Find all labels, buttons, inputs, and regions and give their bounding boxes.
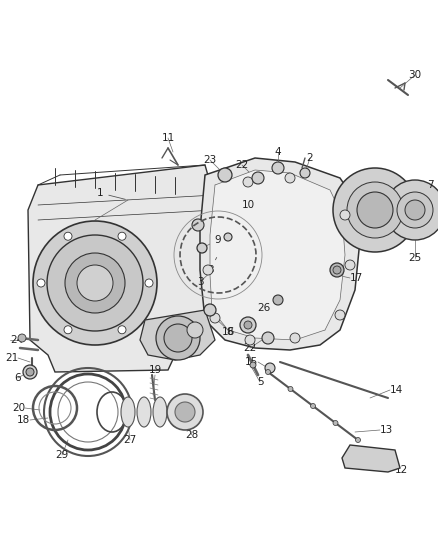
Circle shape (18, 334, 26, 342)
Text: 3: 3 (207, 257, 217, 275)
Circle shape (240, 317, 256, 333)
Circle shape (357, 192, 393, 228)
Circle shape (333, 168, 417, 252)
Circle shape (330, 263, 344, 277)
Circle shape (197, 243, 207, 253)
Text: 18: 18 (17, 415, 30, 425)
Circle shape (250, 362, 256, 368)
Text: 19: 19 (148, 365, 162, 375)
Text: 3: 3 (197, 277, 203, 287)
Circle shape (290, 333, 300, 343)
Circle shape (47, 235, 143, 331)
Text: 8: 8 (227, 327, 233, 337)
Text: 20: 20 (12, 403, 25, 413)
Text: 29: 29 (55, 450, 69, 460)
Circle shape (285, 173, 295, 183)
Circle shape (300, 168, 310, 178)
Circle shape (167, 394, 203, 430)
Circle shape (204, 304, 216, 316)
Ellipse shape (153, 397, 167, 427)
Circle shape (156, 316, 200, 360)
Circle shape (192, 219, 204, 231)
Circle shape (385, 180, 438, 240)
Text: 6: 6 (15, 373, 21, 383)
Text: 10: 10 (241, 200, 254, 210)
Text: 26: 26 (257, 303, 270, 313)
Text: 12: 12 (395, 465, 408, 475)
Circle shape (311, 403, 315, 408)
Circle shape (252, 172, 264, 184)
Circle shape (265, 369, 271, 375)
Circle shape (118, 232, 126, 240)
Text: 1: 1 (97, 188, 125, 199)
Ellipse shape (185, 397, 199, 427)
Circle shape (64, 232, 72, 240)
Polygon shape (342, 445, 400, 472)
Text: 27: 27 (124, 435, 137, 445)
Circle shape (397, 192, 433, 228)
Text: 21: 21 (5, 353, 18, 363)
Text: 5: 5 (257, 377, 263, 387)
Circle shape (65, 253, 125, 313)
Circle shape (187, 322, 203, 338)
Circle shape (64, 326, 72, 334)
Circle shape (335, 310, 345, 320)
Text: 4: 4 (275, 147, 281, 157)
Polygon shape (140, 310, 215, 360)
Circle shape (405, 200, 425, 220)
Text: 11: 11 (161, 133, 175, 143)
Circle shape (210, 313, 220, 323)
Circle shape (224, 233, 232, 241)
Circle shape (145, 279, 153, 287)
Circle shape (244, 321, 252, 329)
Text: 15: 15 (245, 357, 258, 367)
Text: 14: 14 (390, 385, 403, 395)
Circle shape (265, 363, 275, 373)
Text: 17: 17 (350, 273, 363, 283)
Polygon shape (200, 158, 360, 350)
Circle shape (347, 182, 403, 238)
Text: 23: 23 (203, 155, 217, 165)
Circle shape (262, 332, 274, 344)
Circle shape (37, 279, 45, 287)
Circle shape (288, 386, 293, 392)
Circle shape (118, 326, 126, 334)
Circle shape (272, 162, 284, 174)
Circle shape (175, 402, 195, 422)
Text: 13: 13 (380, 425, 393, 435)
Circle shape (203, 265, 213, 275)
Text: 25: 25 (408, 253, 422, 263)
Circle shape (218, 168, 232, 182)
Circle shape (26, 368, 34, 376)
Circle shape (340, 210, 350, 220)
Circle shape (273, 295, 283, 305)
Circle shape (356, 438, 360, 442)
Circle shape (333, 266, 341, 274)
Circle shape (243, 177, 253, 187)
Text: 16: 16 (222, 327, 235, 337)
Text: 28: 28 (185, 430, 198, 440)
Polygon shape (210, 170, 345, 340)
Text: 7: 7 (427, 180, 433, 190)
Text: 24: 24 (10, 335, 23, 345)
Circle shape (345, 260, 355, 270)
Circle shape (333, 421, 338, 425)
Ellipse shape (121, 397, 135, 427)
Circle shape (33, 221, 157, 345)
Circle shape (77, 265, 113, 301)
Circle shape (164, 324, 192, 352)
Text: 22: 22 (235, 160, 249, 170)
Text: 30: 30 (409, 70, 421, 80)
Circle shape (23, 365, 37, 379)
Polygon shape (28, 165, 218, 372)
Ellipse shape (169, 397, 183, 427)
Ellipse shape (137, 397, 151, 427)
Circle shape (245, 335, 255, 345)
Text: 2: 2 (306, 153, 313, 171)
Text: 9: 9 (215, 235, 221, 245)
Text: 22: 22 (244, 343, 257, 353)
